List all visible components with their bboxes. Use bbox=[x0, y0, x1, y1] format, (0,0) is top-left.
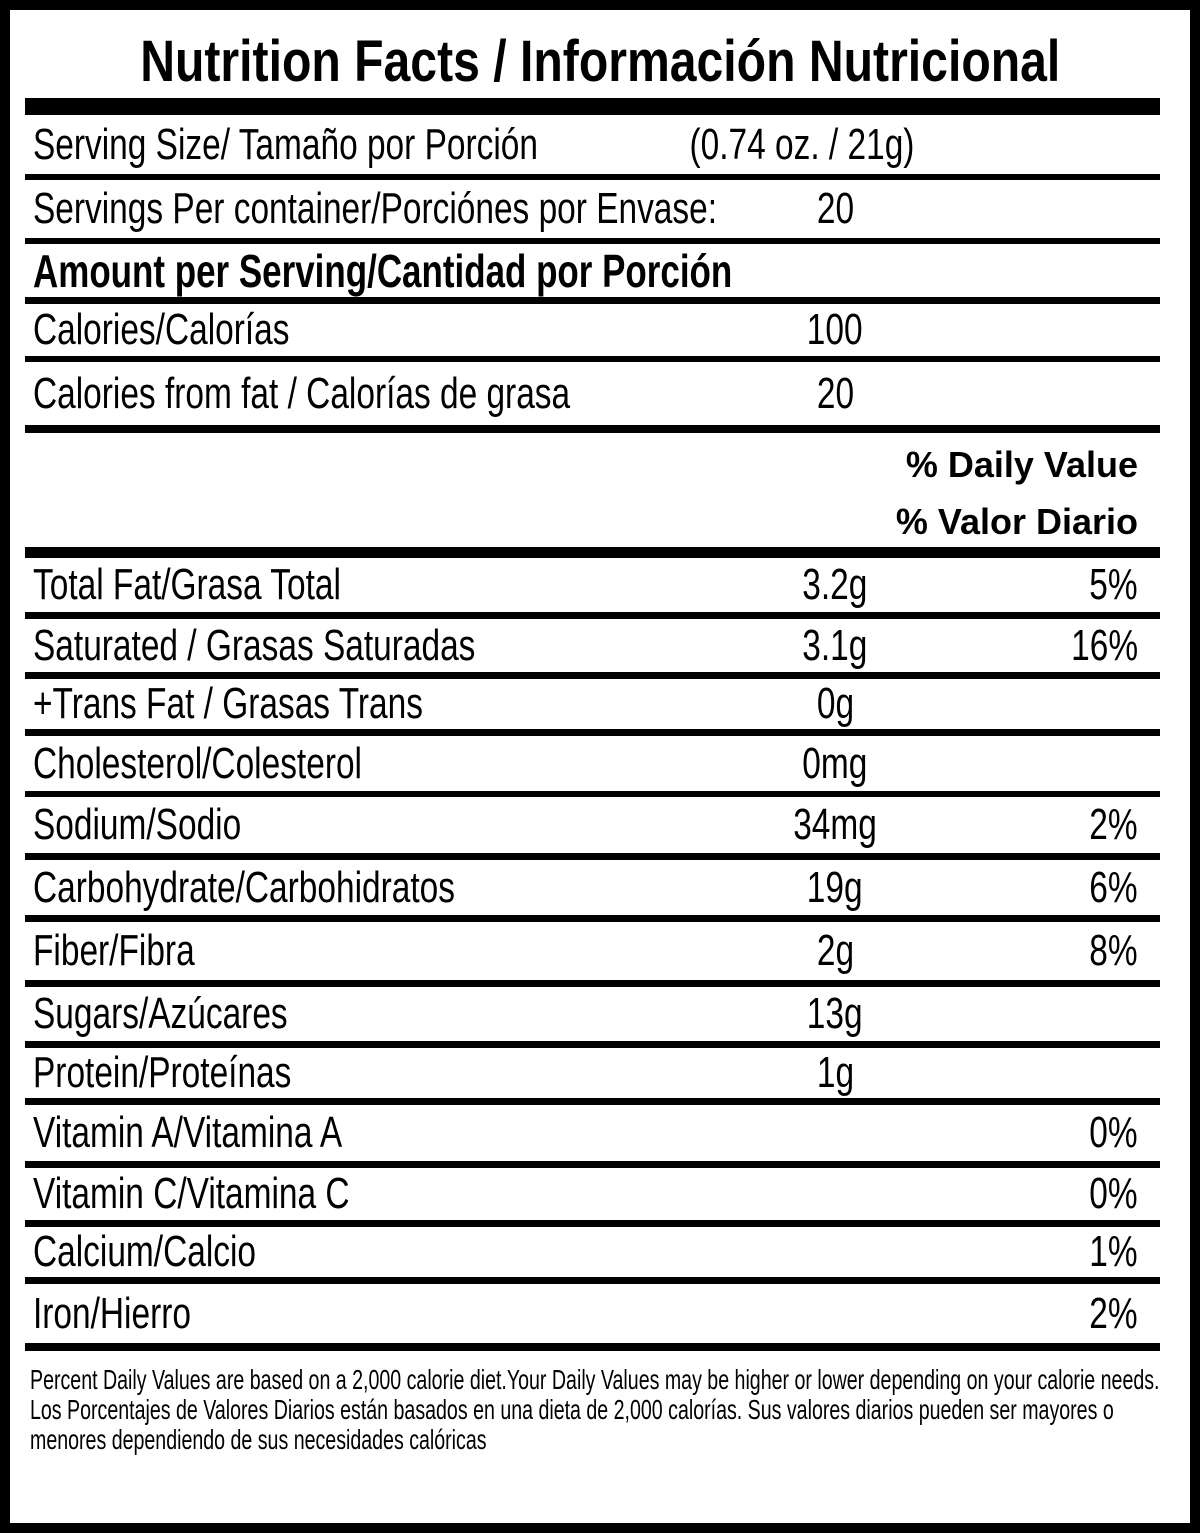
nutrient-daily-value: 2% bbox=[1089, 1288, 1138, 1338]
divider bbox=[25, 297, 1160, 304]
divider bbox=[25, 980, 1160, 987]
divider bbox=[25, 791, 1160, 797]
daily-value-header-en: % Daily Value bbox=[905, 444, 1138, 485]
row-amount-per-serving-header: Amount per Serving/Cantidad por Porción bbox=[25, 244, 1160, 297]
row-fiber: Fiber/Fibra 2g 8% bbox=[25, 922, 1160, 980]
divider bbox=[25, 612, 1160, 619]
nutrient-daily-value: 2% bbox=[1089, 800, 1138, 849]
nutrient-amount: 3.2g bbox=[802, 560, 868, 609]
row-calories-from-fat: Calories from fat / Calorías de grasa 20 bbox=[25, 362, 1160, 425]
nutrient-amount: 3.1g bbox=[802, 620, 868, 670]
divider bbox=[25, 174, 1160, 180]
row-cholesterol: Cholesterol/Colesterol 0mg bbox=[25, 736, 1160, 791]
nutrient-daily-value: 5% bbox=[1089, 560, 1138, 609]
footnote-spanish: Los Porcentajes de Valores Diarios están… bbox=[30, 1394, 1114, 1455]
nutrient-daily-value: 8% bbox=[1089, 926, 1138, 975]
nutrient-label: Calcium/Calcio bbox=[33, 1227, 257, 1276]
nutrient-amount: 13g bbox=[807, 989, 863, 1038]
divider bbox=[25, 1041, 1160, 1048]
row-sugars: Sugars/Azúcares 13g bbox=[25, 987, 1160, 1041]
nutrient-label: Iron/Hierro bbox=[33, 1288, 191, 1338]
calories-from-fat-value: 20 bbox=[816, 368, 854, 418]
label-title: Nutrition Facts / Información Nutriciona… bbox=[139, 28, 1061, 94]
thick-divider bbox=[25, 98, 1160, 115]
nutrient-daily-value: 0% bbox=[1089, 1169, 1138, 1218]
nutrient-daily-value: 0% bbox=[1089, 1108, 1138, 1157]
nutrient-amount: 0mg bbox=[802, 738, 868, 788]
nutrient-daily-value: 1% bbox=[1089, 1227, 1138, 1276]
thick-divider bbox=[25, 547, 1160, 558]
nutrient-label: Protein/Proteínas bbox=[33, 1048, 292, 1097]
thick-divider bbox=[25, 1343, 1160, 1351]
servings-per-container-value: 20 bbox=[816, 184, 854, 233]
row-calories: Calories/Calorías 100 bbox=[25, 304, 1160, 356]
divider bbox=[25, 853, 1160, 860]
row-carbohydrate: Carbohydrate/Carbohidratos 19g 6% bbox=[25, 860, 1160, 915]
divider bbox=[25, 672, 1160, 679]
row-protein: Protein/Proteínas 1g bbox=[25, 1048, 1160, 1098]
nutrient-amount: 2g bbox=[816, 926, 854, 975]
calories-label: Calories/Calorías bbox=[33, 305, 290, 354]
divider bbox=[25, 425, 1160, 433]
servings-per-container-label: Servings Per container/Porciónes por Env… bbox=[33, 184, 718, 233]
row-trans-fat: +Trans Fat / Grasas Trans 0g bbox=[25, 679, 1160, 729]
footnote-english: Percent Daily Values are based on a 2,00… bbox=[30, 1364, 1160, 1395]
nutrient-amount: 34mg bbox=[793, 800, 877, 849]
nutrient-label: Saturated / Grasas Saturadas bbox=[33, 620, 476, 670]
row-total-fat: Total Fat/Grasa Total 3.2g 5% bbox=[25, 558, 1160, 612]
label-header: Nutrition Facts / Información Nutriciona… bbox=[10, 10, 1190, 98]
daily-value-header: % Daily Value % Valor Diario bbox=[25, 433, 1160, 547]
row-serving-size: Serving Size/ Tamaño por Porción (0.74 o… bbox=[25, 115, 1160, 174]
row-servings-per-container: Servings Per container/Porciónes por Env… bbox=[25, 180, 1160, 238]
nutrient-label: Sugars/Azúcares bbox=[33, 989, 288, 1038]
serving-size-label: Serving Size/ Tamaño por Porción bbox=[33, 119, 538, 169]
row-vitamin-c: Vitamin C/Vitamina C 0% bbox=[25, 1168, 1160, 1220]
nutrient-label: Fiber/Fibra bbox=[33, 926, 195, 975]
divider bbox=[25, 1161, 1160, 1168]
amount-per-serving-title: Amount per Serving/Cantidad por Porción bbox=[33, 244, 733, 297]
footnotes: Percent Daily Values are based on a 2,00… bbox=[10, 1351, 1190, 1513]
row-saturated-fat: Saturated / Grasas Saturadas 3.1g 16% bbox=[25, 619, 1160, 672]
nutrient-label: Carbohydrate/Carbohidratos bbox=[33, 862, 455, 912]
nutrient-amount: 1g bbox=[816, 1048, 854, 1097]
divider bbox=[25, 915, 1160, 922]
nutrient-label: Vitamin C/Vitamina C bbox=[33, 1169, 350, 1218]
serving-size-value: (0.74 oz. / 21g) bbox=[689, 119, 915, 169]
calories-value: 100 bbox=[807, 305, 863, 354]
nutrient-amount: 19g bbox=[807, 862, 863, 912]
nutrient-label: Sodium/Sodio bbox=[33, 800, 242, 849]
nutrient-daily-value: 16% bbox=[1071, 620, 1138, 670]
row-sodium: Sodium/Sodio 34mg 2% bbox=[25, 797, 1160, 853]
divider bbox=[25, 729, 1160, 736]
nutrient-label: +Trans Fat / Grasas Trans bbox=[33, 679, 423, 728]
divider bbox=[25, 1277, 1160, 1284]
daily-value-header-es: % Valor Diario bbox=[895, 501, 1138, 542]
nutrient-label: Vitamin A/Vitamina A bbox=[33, 1108, 343, 1157]
row-vitamin-a: Vitamin A/Vitamina A 0% bbox=[25, 1105, 1160, 1161]
divider bbox=[25, 1098, 1160, 1105]
divider bbox=[25, 1220, 1160, 1227]
row-iron: Iron/Hierro 2% bbox=[25, 1284, 1160, 1343]
row-calcium: Calcium/Calcio 1% bbox=[25, 1227, 1160, 1277]
nutrient-label: Cholesterol/Colesterol bbox=[33, 738, 362, 788]
divider bbox=[25, 238, 1160, 244]
nutrient-label: Total Fat/Grasa Total bbox=[33, 560, 341, 609]
nutrient-amount: 0g bbox=[816, 679, 854, 728]
divider bbox=[25, 356, 1160, 362]
calories-from-fat-label: Calories from fat / Calorías de grasa bbox=[33, 368, 571, 418]
nutrient-daily-value: 6% bbox=[1089, 862, 1138, 912]
